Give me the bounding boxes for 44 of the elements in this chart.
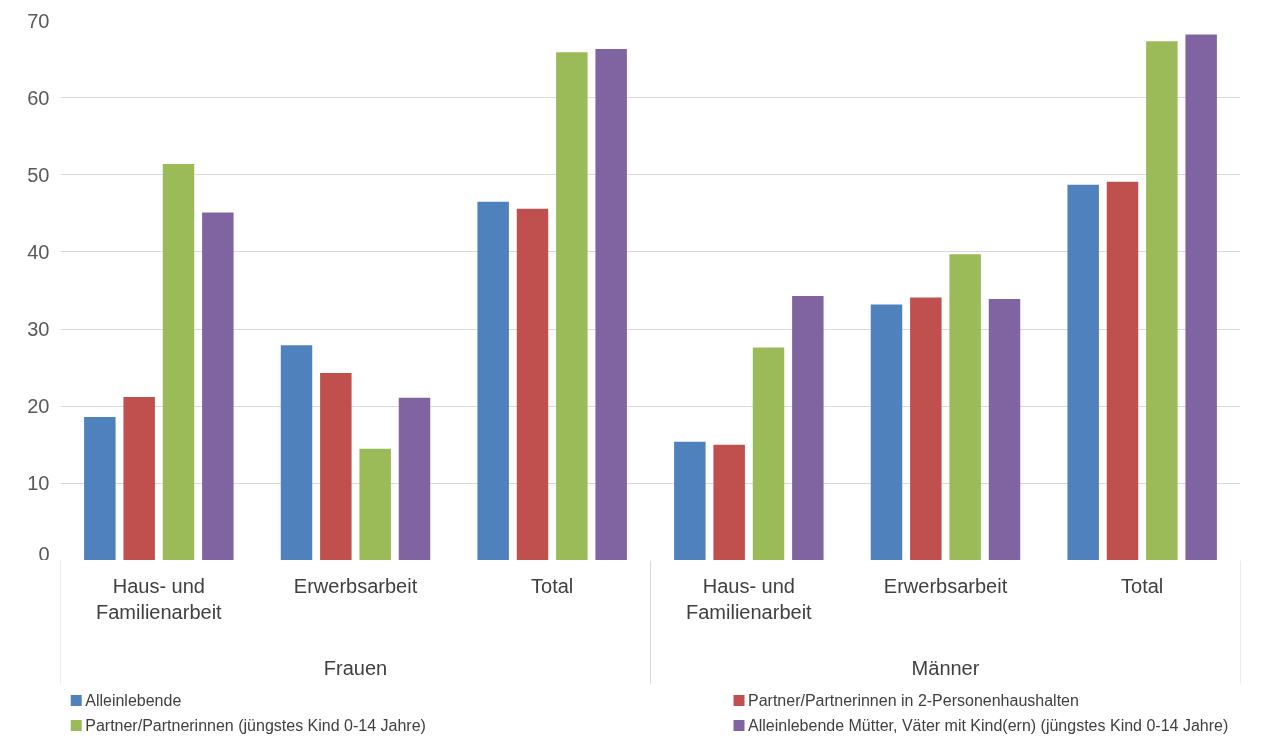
bar (320, 373, 352, 560)
bar (870, 304, 903, 560)
bar (1185, 34, 1217, 560)
bar (84, 417, 116, 560)
bar (752, 347, 785, 560)
legend-label: Alleinlebende Mütter, Väter mit Kind(ern) (jüngstes Kind 0-14 Jahre) (748, 717, 1229, 734)
bar (477, 201, 509, 560)
bar (398, 397, 431, 560)
bar (556, 52, 588, 560)
bar (1067, 184, 1099, 560)
bar (516, 208, 549, 560)
legend-label: Partner/Partnerinnen (jüngstes Kind 0-14 Jahre) (85, 717, 426, 734)
bar (162, 163, 195, 560)
y-tick-label: 20 (27, 395, 50, 418)
bar (1106, 181, 1139, 560)
legend-label: Alleinlebende (85, 692, 182, 709)
bar (713, 444, 745, 560)
y-tick-label: 70 (27, 9, 50, 32)
bar (280, 345, 313, 560)
x-tick-label: Haus- und Familienarbeit (686, 574, 813, 623)
bar (792, 295, 824, 560)
x-tick-label: Erwerbsarbeit (883, 574, 1008, 597)
bar (910, 297, 942, 560)
x-tick-label: Erwerbsarbeit (293, 574, 418, 597)
text: Männer (911, 656, 980, 679)
bar (595, 49, 627, 560)
bar (949, 254, 981, 560)
y-tick-label: 40 (27, 240, 50, 263)
y-tick-label: 50 (27, 163, 50, 186)
bar (988, 298, 1021, 560)
bar (123, 396, 155, 560)
x-tick-label: Total (531, 574, 574, 597)
y-tick-label: 0 (38, 542, 50, 565)
bar (359, 448, 391, 560)
legend-label: Partner/Partnerinnen in 2-Personenhaushalten (748, 692, 1079, 709)
x-tick-label: Haus- und Familienarbeit (96, 574, 223, 623)
y-tick-label: 10 (27, 472, 50, 495)
bar (1146, 41, 1178, 560)
bar (202, 212, 234, 560)
bar (674, 441, 706, 560)
text: Frauen (323, 656, 388, 679)
y-tick-label: 30 (27, 318, 50, 341)
x-tick-label: Total (1121, 574, 1164, 597)
y-tick-label: 60 (27, 86, 50, 109)
